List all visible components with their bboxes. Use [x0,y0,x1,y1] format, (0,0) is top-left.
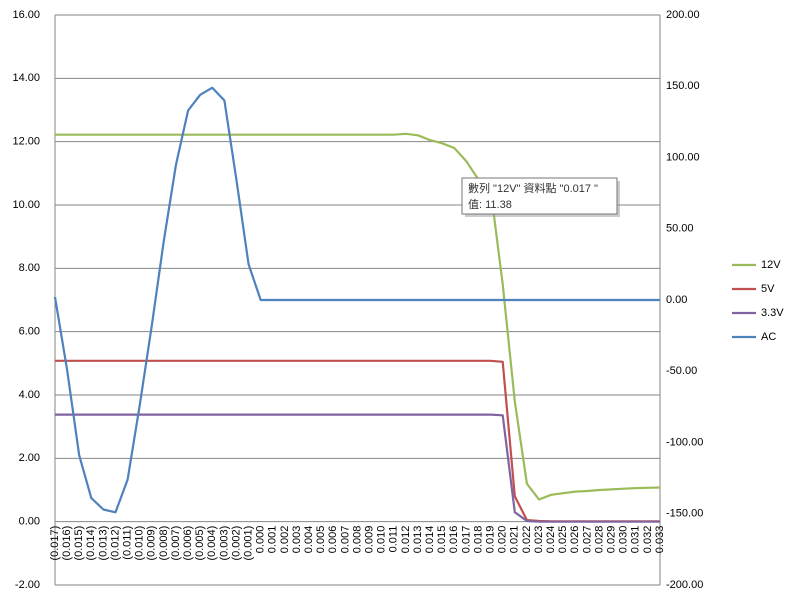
x-tick-label: (0.004) [206,526,218,561]
y2-tick-label: 200.00 [666,9,700,21]
x-tick-label: (0.014) [85,526,97,561]
x-tick-label: 0.025 [557,526,569,554]
x-tick-label: (0.001) [243,526,255,561]
y2-tick-label: 0.00 [666,294,687,306]
x-tick-label: 0.010 [376,526,388,554]
x-tick-label: 0.018 [472,526,484,554]
x-tick-label: (0.006) [182,526,194,561]
series-line [55,413,660,523]
x-tick-label: 0.008 [351,526,363,554]
tooltip-text: 數列 "12V" 資料點 "0.017 " [468,181,598,195]
x-tick-label: 0.004 [303,526,315,554]
x-tick-label: (0.015) [73,526,85,561]
x-tick-label: (0.005) [194,526,206,561]
legend-label: 5V [761,283,775,295]
legend-label: 3.3V [761,307,784,319]
x-tick-label: 0.006 [327,526,339,554]
y-tick-label: 2.00 [19,452,40,464]
x-tick-label: 0.022 [521,526,533,554]
x-tick-label: (0.011) [122,526,134,560]
x-tick-label: 0.012 [400,526,412,554]
x-tick-label: 0.013 [412,526,424,554]
x-tick-label: 0.031 [630,526,642,554]
x-tick-label: (0.003) [218,526,230,561]
series-line [53,86,660,514]
series-line [55,132,661,501]
x-tick-label: 0.033 [654,526,666,554]
y-tick-label: 10.00 [12,199,40,211]
x-tick-label: 0.001 [267,526,279,554]
x-tick-label: (0.010) [134,526,146,561]
y2-tick-label: -150.00 [666,508,703,520]
x-tick-label: (0.009) [146,526,158,561]
tooltip: 數列 "12V" 資料點 "0.017 " 值: 11.38 [461,177,620,217]
x-tick-label: (0.016) [61,526,73,561]
x-tick-label: 0.014 [424,526,436,554]
x-tick-label: 0.020 [497,526,509,554]
x-tick-label: (0.007) [170,526,182,561]
x-tick-label: 0.015 [436,526,448,554]
legend-label: AC [761,331,776,343]
y2-tick-label: 50.00 [666,223,694,235]
y-tick-label: 6.00 [19,326,40,338]
x-tick-label: (0.008) [158,526,170,561]
x-tick-label: 0.011 [388,526,400,553]
x-tick-label: (0.002) [230,526,242,561]
x-tick-label: 0.021 [509,526,521,554]
y-tick-label: 16.00 [12,9,40,21]
x-tick-label: 0.017 [460,526,472,554]
y2-tick-label: -50.00 [666,365,697,377]
x-tick-label: 0.028 [593,526,605,554]
x-tick-label: 0.019 [485,526,497,554]
x-tick-label: 0.000 [255,526,267,554]
x-tick-label: 0.024 [545,526,557,554]
legend-label: 12V [761,259,781,271]
y-tick-label: 0.00 [19,516,40,528]
x-tick-label: 0.003 [291,526,303,554]
x-tick-label: (0.013) [97,526,109,561]
y-tick-label: 8.00 [19,262,40,274]
y-tick-label: 12.00 [12,136,40,148]
y2-tick-label: -100.00 [666,436,703,448]
x-tick-label: 0.029 [606,526,618,554]
x-tick-label: 0.009 [364,526,376,554]
x-tick-label: 0.016 [448,526,460,554]
y-tick-label: 4.00 [19,389,40,401]
x-tick-label: 0.023 [533,526,545,554]
x-tick-label: 0.030 [618,526,630,554]
y2-tick-label: -200.00 [666,579,703,591]
y-tick-label: -2.00 [15,579,40,591]
x-tick-label: 0.026 [569,526,581,554]
x-tick-label: (0.017) [49,526,61,561]
y2-tick-label: 100.00 [666,151,700,163]
x-tick-label: 0.002 [279,526,291,554]
tooltip-box [461,177,618,215]
x-tick-label: 0.007 [339,526,351,554]
tooltip-text: 值: 11.38 [468,198,512,211]
y2-tick-label: 150.00 [666,80,700,92]
y-tick-label: 14.00 [12,72,40,84]
x-tick-label: 0.032 [642,526,654,554]
x-tick-label: 0.005 [315,526,327,554]
x-tick-label: 0.027 [581,526,593,554]
x-tick-label: (0.012) [109,526,121,561]
